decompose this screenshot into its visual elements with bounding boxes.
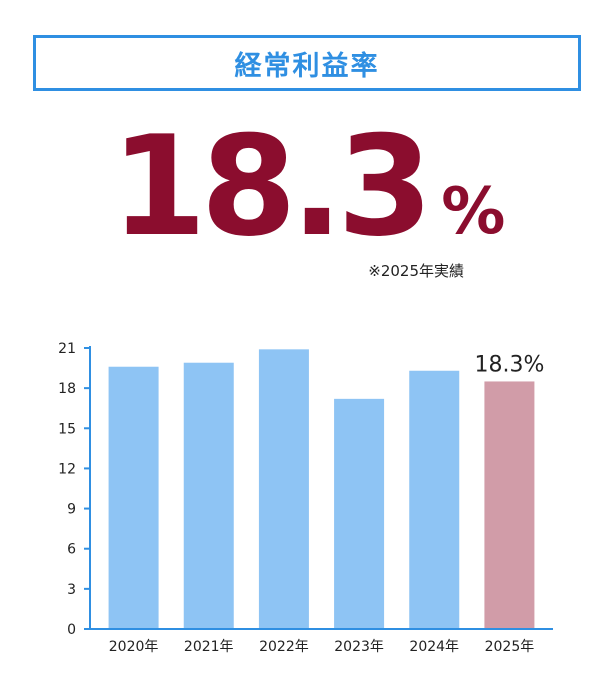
x-tick-label: 2022年	[259, 639, 309, 655]
y-tick-label: 15	[58, 421, 76, 437]
x-tick-label: 2023年	[334, 639, 384, 655]
title-box: 経常利益率	[33, 35, 581, 91]
bar	[183, 362, 234, 629]
headline-number: 18.3	[110, 106, 433, 267]
x-tick-label: 2021年	[184, 639, 234, 655]
x-tick-label: 2020年	[109, 639, 159, 655]
y-tick-label: 0	[67, 622, 76, 638]
y-tick-label: 6	[67, 542, 76, 558]
y-tick-label: 9	[67, 502, 76, 518]
y-tick-label: 3	[67, 582, 76, 598]
y-tick-label: 12	[58, 461, 76, 477]
bar	[334, 398, 385, 629]
headline-unit: %	[441, 175, 506, 249]
y-tick-label: 18	[58, 381, 76, 397]
bar	[108, 366, 159, 629]
y-tick-label: 21	[58, 341, 76, 357]
x-tick-label: 2024年	[409, 639, 459, 655]
bar	[409, 370, 460, 629]
bar	[258, 349, 309, 629]
page-title: 経常利益率	[234, 50, 380, 82]
bar-chart: 0 3 6 9 12 15 18 21 2020年 2021年 2022年 2023年 2024年 202…	[58, 341, 553, 655]
data-label: 18.3%	[474, 352, 544, 377]
x-tick-label: 2025年	[485, 639, 535, 655]
headline-note: ※2025年実績	[368, 262, 464, 280]
bar	[484, 381, 535, 629]
headline-value: 18.3 %	[0, 116, 616, 256]
